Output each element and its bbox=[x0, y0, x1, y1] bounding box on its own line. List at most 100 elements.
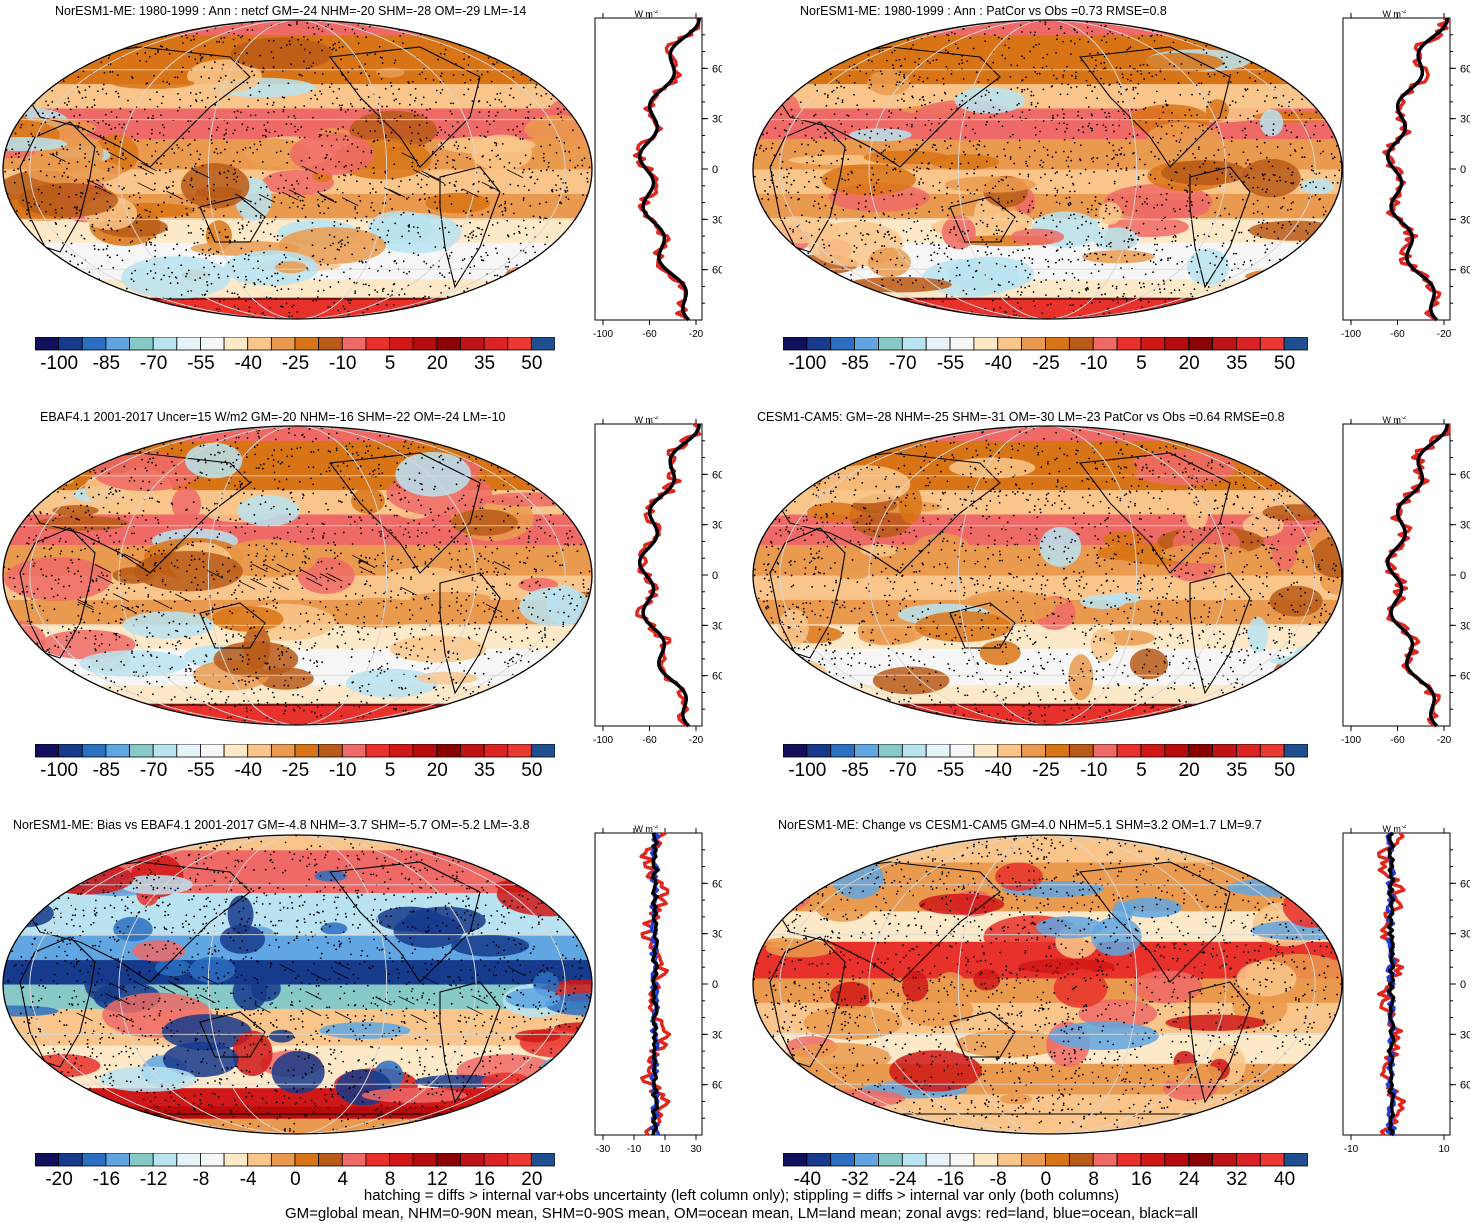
zonal-lat-label: 30S bbox=[712, 214, 722, 226]
zonal-lat-label: 30N bbox=[1460, 520, 1470, 532]
zonal-x-label: 30 bbox=[690, 1144, 702, 1155]
zonal-mean-plot: W m-260N30N030S60S-100-60-20 bbox=[1340, 10, 1470, 356]
zonal-x-label: -100 bbox=[1341, 735, 1361, 746]
colorbar-label: -70 bbox=[129, 353, 179, 375]
colorbar-label: -100 bbox=[34, 353, 84, 375]
colorbar-label: 50 bbox=[1260, 353, 1310, 375]
map-plot bbox=[0, 832, 595, 1137]
panel-title: NorESM1-ME: Change vs CESM1-CAM5 GM=4.0 … bbox=[778, 818, 1262, 832]
zonal-lat-label: 0 bbox=[712, 979, 718, 991]
colorbar-label: -85 bbox=[830, 760, 880, 782]
panel-title: CESM1-CAM5: GM=-28 NHM=-25 SHM=-31 OM=-3… bbox=[757, 410, 1285, 424]
colorbar-label: 20 bbox=[412, 353, 462, 375]
colorbar-label: 20 bbox=[1164, 353, 1214, 375]
colorbar-label: -40 bbox=[973, 353, 1023, 375]
colorbar-label: -85 bbox=[81, 353, 131, 375]
zonal-lat-label: 60N bbox=[712, 63, 722, 75]
zonal-lat-label: 0 bbox=[1460, 570, 1466, 582]
zonal-lat-label: 30N bbox=[1460, 114, 1470, 126]
colorbar-label: -10 bbox=[1069, 353, 1119, 375]
zonal-x-label: -10 bbox=[1344, 1144, 1359, 1155]
zonal-x-label: -100 bbox=[593, 329, 613, 340]
colorbar-label: -100 bbox=[34, 760, 84, 782]
colorbar-label: -25 bbox=[270, 353, 320, 375]
zonal-mean-plot: W m-260N30N030S60S-100-60-20 bbox=[592, 416, 722, 762]
zonal-x-label: -60 bbox=[642, 735, 657, 746]
colorbar-label: 50 bbox=[507, 353, 557, 375]
zonal-lat-label: 30S bbox=[1460, 620, 1470, 632]
colorbar-label: -55 bbox=[176, 353, 226, 375]
zonal-x-label: -60 bbox=[642, 329, 657, 340]
map-plot bbox=[0, 423, 595, 728]
map-plot bbox=[0, 17, 595, 322]
colorbar-label: -10 bbox=[1069, 760, 1119, 782]
zonal-x-label: -20 bbox=[1437, 735, 1452, 746]
map-plot bbox=[750, 832, 1345, 1137]
colorbar-label: -25 bbox=[270, 760, 320, 782]
zonal-x-label: -60 bbox=[1390, 735, 1405, 746]
zonal-lat-label: 30N bbox=[1460, 929, 1470, 941]
zonal-lat-label: 0 bbox=[1460, 979, 1466, 991]
colorbar-label: -25 bbox=[1021, 353, 1071, 375]
colorbar-label: 20 bbox=[412, 760, 462, 782]
zonal-lat-label: 60S bbox=[1460, 671, 1470, 683]
zonal-lat-label: 0 bbox=[712, 570, 718, 582]
colorbar-label: 50 bbox=[1260, 760, 1310, 782]
panel-title: NorESM1-ME: Bias vs EBAF4.1 2001-2017 GM… bbox=[13, 818, 530, 832]
colorbar-label: -70 bbox=[878, 353, 928, 375]
panel-title: NorESM1-ME: 1980-1999 : Ann : netcf GM=-… bbox=[55, 4, 526, 18]
colorbar-label: -100 bbox=[782, 353, 832, 375]
zonal-lat-label: 60S bbox=[1460, 265, 1470, 277]
zonal-lat-label: 30S bbox=[1460, 214, 1470, 226]
zonal-lat-label: 60S bbox=[1460, 1080, 1470, 1092]
colorbar-label: -40 bbox=[973, 760, 1023, 782]
panel-title: NorESM1-ME: 1980-1999 : Ann : PatCor vs … bbox=[800, 4, 1167, 18]
zonal-mean-plot: W m-260N30N030S60S-100-60-20 bbox=[592, 10, 722, 356]
zonal-lat-label: 60N bbox=[712, 469, 722, 481]
colorbar bbox=[35, 744, 555, 758]
zonal-lat-label: 60S bbox=[712, 1080, 722, 1092]
colorbar-label: -55 bbox=[176, 760, 226, 782]
colorbar-label: -70 bbox=[878, 760, 928, 782]
zonal-lat-label: 30N bbox=[712, 114, 722, 126]
colorbar-label: -40 bbox=[223, 760, 273, 782]
zonal-x-label: -100 bbox=[1341, 329, 1361, 340]
colorbar-label: -85 bbox=[81, 760, 131, 782]
colorbar-label: 35 bbox=[1212, 353, 1262, 375]
zonal-x-label: -60 bbox=[1390, 329, 1405, 340]
zonal-lat-label: 60N bbox=[1460, 469, 1470, 481]
colorbar bbox=[35, 1153, 555, 1167]
colorbar-label: 5 bbox=[365, 353, 415, 375]
colorbar bbox=[783, 337, 1308, 351]
colorbar-label: -10 bbox=[318, 760, 368, 782]
zonal-lat-label: 30S bbox=[712, 1029, 722, 1041]
zonal-lat-label: 0 bbox=[712, 164, 718, 176]
colorbar-label: 35 bbox=[460, 353, 510, 375]
colorbar-label: -40 bbox=[223, 353, 273, 375]
zonal-x-label: -10 bbox=[627, 1144, 642, 1155]
panel-title: EBAF4.1 2001-2017 Uncer=15 W/m2 GM=-20 N… bbox=[40, 410, 505, 424]
colorbar-label: -85 bbox=[830, 353, 880, 375]
zonal-x-label: -100 bbox=[593, 735, 613, 746]
zonal-lat-label: 30N bbox=[712, 929, 722, 941]
colorbar-label: 5 bbox=[1116, 760, 1166, 782]
colorbar-label: -100 bbox=[782, 760, 832, 782]
map-plot bbox=[750, 17, 1345, 322]
zonal-x-label: -20 bbox=[1437, 329, 1452, 340]
colorbar-label: -55 bbox=[926, 760, 976, 782]
colorbar bbox=[35, 337, 555, 351]
colorbar-label: -70 bbox=[129, 760, 179, 782]
zonal-lat-label: 30S bbox=[1460, 1029, 1470, 1041]
zonal-lat-label: 60N bbox=[1460, 878, 1470, 890]
zonal-lat-label: 60N bbox=[712, 878, 722, 890]
footer-line-2: GM=global mean, NHM=0-90N mean, SHM=0-90… bbox=[0, 1205, 1483, 1223]
zonal-mean-plot: W m-260N30N030S60S-100-60-20 bbox=[1340, 416, 1470, 762]
colorbar-label: -55 bbox=[926, 353, 976, 375]
zonal-x-label: -30 bbox=[596, 1144, 611, 1155]
